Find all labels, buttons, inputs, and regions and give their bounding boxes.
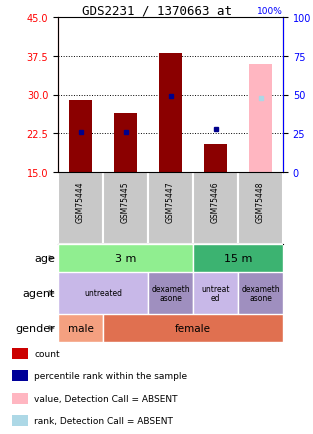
Text: untreat
ed: untreat ed — [201, 284, 230, 302]
Text: untreated: untreated — [84, 289, 122, 298]
Text: agent: agent — [23, 288, 55, 298]
Bar — [148, 273, 193, 314]
Bar — [58, 173, 103, 244]
Text: 3 m: 3 m — [115, 253, 136, 263]
Text: GSM75447: GSM75447 — [166, 181, 175, 223]
Bar — [69, 100, 92, 173]
Text: 100%: 100% — [257, 7, 283, 16]
Bar — [238, 173, 283, 244]
Bar — [58, 314, 103, 342]
Bar — [193, 244, 283, 273]
Text: value, Detection Call = ABSENT: value, Detection Call = ABSENT — [34, 394, 177, 403]
Text: percentile rank within the sample: percentile rank within the sample — [34, 372, 187, 380]
Text: gender: gender — [15, 323, 55, 333]
Bar — [103, 314, 283, 342]
Bar — [13, 415, 28, 426]
Bar — [103, 173, 148, 244]
Text: dexameth
asone: dexameth asone — [151, 284, 190, 302]
Text: GSM75445: GSM75445 — [121, 181, 130, 223]
Text: age: age — [34, 253, 55, 263]
Text: female: female — [175, 323, 211, 333]
Text: rank, Detection Call = ABSENT: rank, Detection Call = ABSENT — [34, 416, 173, 425]
Bar — [13, 348, 28, 359]
Text: GDS2231 / 1370663_at: GDS2231 / 1370663_at — [81, 3, 232, 16]
Text: GSM75448: GSM75448 — [256, 181, 265, 223]
Bar — [204, 144, 227, 173]
Text: GSM75446: GSM75446 — [211, 181, 220, 223]
Bar — [13, 393, 28, 404]
Bar — [193, 173, 238, 244]
Bar — [238, 273, 283, 314]
Bar — [159, 54, 182, 173]
Bar — [13, 371, 28, 381]
Text: GSM75444: GSM75444 — [76, 181, 85, 223]
Bar — [114, 113, 137, 173]
Text: count: count — [34, 349, 60, 358]
Bar — [58, 273, 148, 314]
Bar — [249, 64, 272, 173]
Text: male: male — [68, 323, 94, 333]
Text: dexameth
asone: dexameth asone — [241, 284, 280, 302]
Bar — [193, 273, 238, 314]
Text: 15 m: 15 m — [224, 253, 252, 263]
Bar — [148, 173, 193, 244]
Bar — [58, 244, 193, 273]
